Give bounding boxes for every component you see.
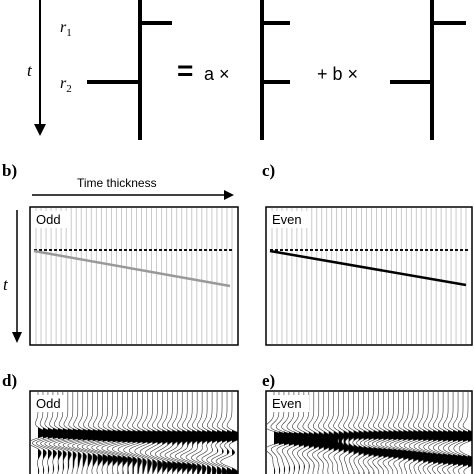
wiggle-fill — [313, 392, 323, 474]
wiggle-fill — [232, 392, 238, 474]
time-axis-arrowhead-b — [12, 332, 22, 343]
term-a-label: a × — [204, 64, 230, 84]
panel-c-letter: c) — [262, 161, 275, 180]
panel-d-title: Odd — [36, 396, 61, 411]
wiggle-fill — [318, 392, 327, 474]
wiggle-trace — [220, 392, 238, 474]
seismic-traces-even — [267, 392, 472, 474]
panel-e-letter: e) — [262, 371, 275, 390]
reflector-r1-label: r1 — [60, 19, 72, 39]
wiggle-fill — [38, 392, 48, 474]
odd-base-reflector-line — [33, 249, 231, 288]
panel-e-title: Even — [272, 396, 302, 411]
panel-d-title-bg — [33, 395, 67, 412]
wiggle-trace — [317, 392, 332, 474]
wiggle-trace — [453, 392, 472, 474]
wiggle-fill — [358, 392, 366, 474]
trace-grid-c — [271, 208, 467, 344]
wiggle-fill — [343, 392, 350, 474]
panel-b-title-bg — [33, 211, 67, 228]
wiggle-fill — [328, 392, 336, 474]
panel-c-frame — [265, 206, 473, 346]
time-axis-label-a: t — [27, 61, 33, 80]
time-thickness-label: Time thickness — [77, 176, 157, 190]
panel-b-title: Odd — [36, 212, 61, 227]
wiggle-fill — [348, 392, 356, 474]
time-axis-label-b: t — [3, 275, 9, 294]
panel-d-frame — [29, 390, 239, 474]
panel-b-frame — [29, 206, 239, 346]
panel-d-letter: d) — [2, 371, 17, 390]
wiggle-fill — [363, 392, 372, 474]
panel-c: Even — [265, 206, 473, 346]
wiggle-fill — [463, 392, 472, 474]
wiggle-trace — [322, 392, 336, 474]
panel-c-title: Even — [272, 212, 302, 227]
panel-a: t r1 r2 = a × + b × — [27, 0, 466, 140]
panel-b-letter: b) — [2, 161, 17, 180]
wiggle-trace — [307, 392, 324, 474]
panel-e-title-bg — [269, 395, 309, 412]
trace-grid-b — [35, 208, 233, 344]
wiggle-fill — [278, 392, 297, 474]
equals-sign: = — [177, 55, 193, 86]
panel-e: Even — [265, 390, 473, 474]
time-axis-arrowhead-a — [34, 124, 46, 136]
panel-e-frame — [265, 390, 473, 474]
even-base-reflector-line — [269, 249, 467, 287]
reflector-r2-label: r2 — [60, 75, 72, 95]
panel-b: Odd — [29, 206, 239, 346]
wiggle-trace — [458, 392, 472, 474]
wiggle-fill — [274, 392, 293, 474]
wiggle-fill — [338, 392, 345, 474]
time-thickness-arrowhead — [224, 190, 234, 200]
seismic-traces-odd — [31, 392, 238, 474]
wiggle-fill — [323, 392, 331, 474]
panel-d: Odd — [29, 390, 239, 474]
wiggle-fill — [468, 392, 472, 474]
term-b-label: + b × — [317, 64, 358, 84]
wiggle-trace — [328, 392, 341, 474]
wiggle-trace — [312, 392, 328, 474]
panel-c-title-bg — [269, 211, 309, 228]
